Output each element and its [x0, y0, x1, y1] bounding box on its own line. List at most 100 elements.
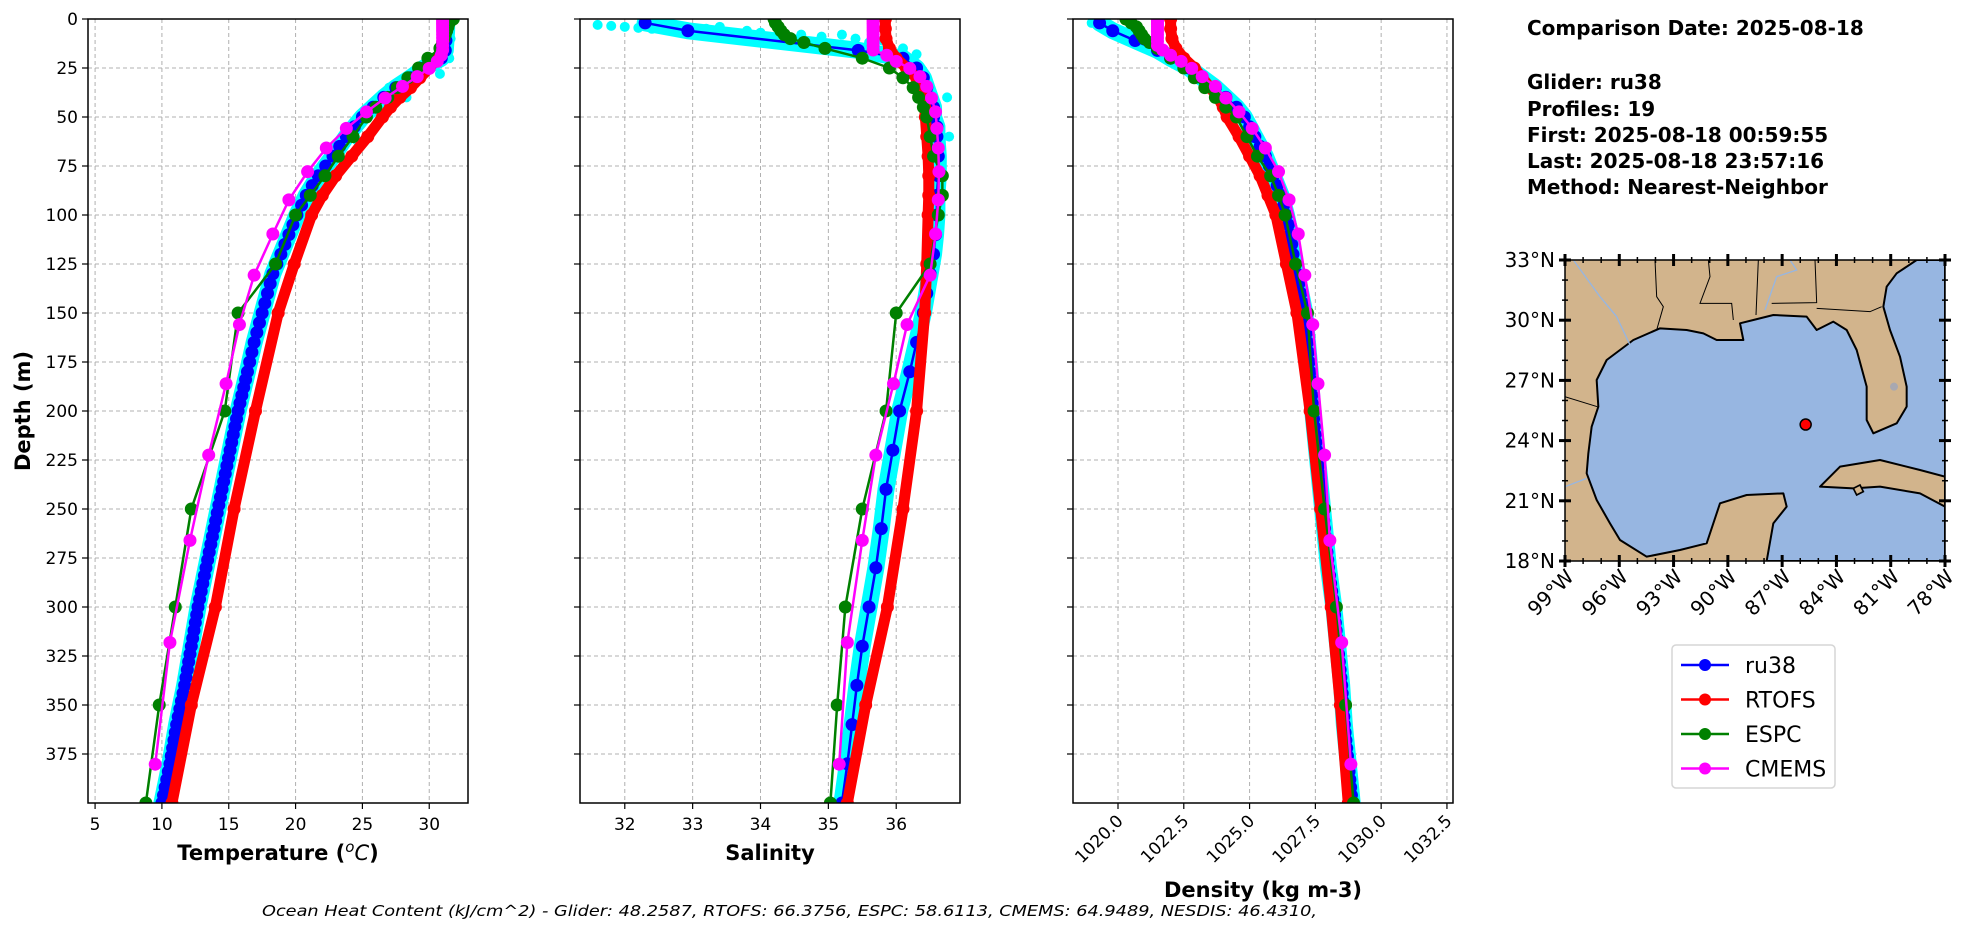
rtofs-marker: [345, 149, 359, 163]
cmems-marker: [929, 105, 943, 119]
temperature-label-sup: o: [345, 838, 354, 856]
cmems-marker: [923, 268, 937, 282]
espc-marker: [838, 600, 852, 614]
cmems-marker: [903, 61, 917, 75]
legend-label: ru38: [1745, 654, 1796, 679]
espc-marker: [912, 90, 926, 104]
espc-marker: [1272, 188, 1286, 202]
rtofs-marker: [361, 130, 375, 144]
legend-label: ESPC: [1745, 723, 1802, 748]
salinity-tick-label: 35: [818, 815, 840, 835]
glider-raw-point: [741, 25, 752, 36]
ru38-marker: [869, 561, 883, 575]
density-tick-label: 1020.0: [1071, 811, 1127, 867]
legend-marker-icon: [1699, 693, 1711, 706]
cmems-marker: [930, 121, 944, 135]
glider-raw-point: [619, 21, 630, 32]
depth-axis-label: Depth (m): [11, 351, 35, 471]
rtofs-marker: [393, 90, 407, 104]
cmems-marker: [219, 377, 233, 391]
profile-count: Profiles: 19: [1527, 97, 1655, 121]
cmems-marker: [1318, 448, 1332, 462]
cmems-marker: [880, 48, 894, 62]
lat-tick-label: 24°N: [1505, 429, 1555, 453]
rtofs-marker: [922, 169, 936, 183]
espc-marker: [889, 306, 903, 320]
cmems-marker: [232, 318, 246, 332]
salinity-axis-label: Salinity: [725, 841, 815, 865]
legend-items: ru38 RTOFS ESPC CMEMS: [1681, 654, 1826, 783]
ru38-marker: [225, 435, 239, 449]
glider-raw-point: [836, 29, 847, 40]
temperature-tick-label: 30: [418, 815, 440, 835]
salinity-tick-label: 34: [750, 815, 772, 835]
rtofs-marker: [1220, 110, 1234, 124]
ru38-marker: [164, 749, 178, 763]
espc-marker: [269, 257, 283, 271]
rtofs-marker: [1165, 32, 1179, 46]
ru38-marker: [263, 277, 277, 291]
state-borders: [1565, 260, 1882, 408]
ru38-line: [160, 21, 448, 803]
depth-tick-label: 250: [46, 500, 78, 520]
legend-marker-icon: [1699, 762, 1711, 775]
cmems-marker: [931, 141, 945, 155]
legend-item-rtofs: RTOFS: [1681, 689, 1816, 714]
cmems-marker: [282, 193, 296, 207]
rtofs-marker: [1253, 169, 1267, 183]
density-panel: 1020.0 1022.5 1025.0 1027.5 1030.0 1032.5: [1067, 18, 1456, 868]
espc-marker: [823, 796, 837, 803]
map-frame: [1564, 259, 1946, 562]
rtofs-marker: [910, 404, 924, 418]
espc-marker: [923, 257, 937, 271]
ru38-marker: [258, 296, 272, 310]
depth-tick-label: 300: [46, 598, 78, 618]
lon-tick-label: 90°W: [1685, 564, 1741, 620]
temperature-axis-label: Temperature (oC): [177, 838, 378, 865]
cuba: [1819, 459, 1945, 508]
temperature-label-suffix: ): [369, 841, 379, 865]
cmems-marker: [869, 448, 883, 462]
cmems-marker: [1219, 91, 1233, 105]
rtofs-marker: [184, 698, 198, 712]
glider-position-marker: [1799, 418, 1812, 431]
glider-raw-point: [434, 68, 445, 79]
espc-marker: [184, 502, 198, 516]
cmems-marker: [929, 227, 943, 241]
depth-tick-label: 375: [46, 745, 78, 765]
rtofs-marker: [1261, 188, 1275, 202]
temperature-tick-label: 5: [90, 815, 101, 835]
cmems-marker: [1258, 141, 1272, 155]
espc-marker: [1208, 90, 1222, 104]
rtofs-marker: [208, 600, 222, 614]
lon-tick-label: 93°W: [1631, 564, 1687, 620]
ru38-marker: [879, 482, 893, 496]
legend-label: CMEMS: [1745, 758, 1826, 783]
ru38-marker: [850, 678, 864, 692]
cmems-marker: [1164, 48, 1178, 62]
lat-tick-label: 18°N: [1505, 549, 1555, 573]
espc-marker: [906, 81, 920, 95]
density-tick-label: 1027.5: [1269, 811, 1325, 867]
salinity-tick-label: 32: [614, 815, 636, 835]
ru38-marker: [903, 365, 917, 379]
salinity-panel: 32 33 34 35 36: [574, 18, 961, 835]
cmems-marker: [1174, 54, 1188, 68]
ru38-marker: [217, 475, 231, 489]
ru38-marker: [171, 710, 185, 724]
glider-raw-point: [816, 31, 827, 42]
glider-raw-profile: [153, 19, 456, 803]
espc-marker: [1278, 208, 1292, 222]
espc-marker: [331, 149, 345, 163]
ru38-marker: [886, 443, 900, 457]
cmems-marker: [1291, 227, 1305, 241]
cmems-marker: [887, 377, 900, 391]
temperature-tick-label: 15: [218, 815, 240, 835]
cmems-marker: [931, 193, 945, 207]
legend-item-espc: ESPC: [1681, 723, 1802, 748]
legend-label: RTOFS: [1745, 689, 1816, 714]
legend: ru38 RTOFS ESPC CMEMS: [1671, 644, 1836, 789]
ru38-marker: [1106, 24, 1120, 38]
rtofs-marker: [315, 188, 329, 202]
glider-raw-point: [755, 27, 766, 38]
